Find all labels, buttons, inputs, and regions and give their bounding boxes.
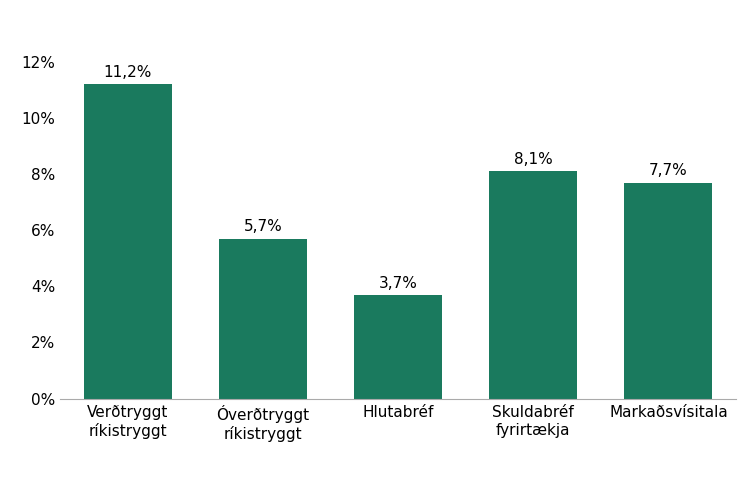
Bar [219, 239, 307, 399]
Bar [625, 183, 713, 399]
Text: 5,7%: 5,7% [243, 220, 282, 235]
Text: 7,7%: 7,7% [649, 163, 688, 178]
Bar [490, 172, 578, 399]
Text: 3,7%: 3,7% [379, 276, 418, 291]
Bar [354, 295, 442, 399]
Bar [84, 85, 171, 399]
Text: 8,1%: 8,1% [514, 152, 553, 167]
Text: 11,2%: 11,2% [104, 65, 152, 80]
